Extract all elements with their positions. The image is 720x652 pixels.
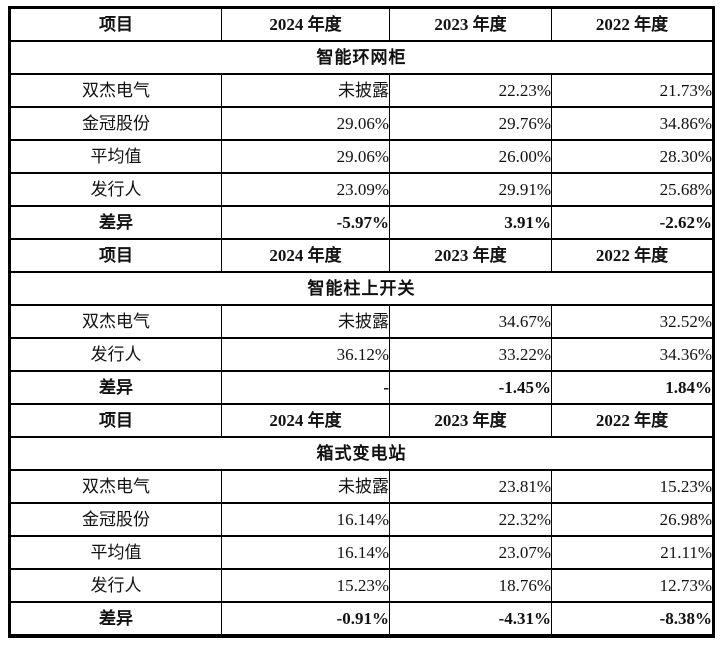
row-label: 双杰电气 xyxy=(9,73,222,108)
section-title: 智能环网柜 xyxy=(9,40,714,75)
cell-value: 22.23% xyxy=(389,73,552,108)
cell-value: -5.97% xyxy=(221,205,390,240)
cell-value: 18.76% xyxy=(389,568,552,603)
cell-value: 15.23% xyxy=(551,469,714,504)
cell-value: 25.68% xyxy=(551,172,714,207)
row-label: 双杰电气 xyxy=(9,469,222,504)
row-label: 平均值 xyxy=(9,535,222,570)
cell-value: 1.84% xyxy=(551,370,714,405)
column-header: 2022 年度 xyxy=(551,6,714,42)
cell-value: 未披露 xyxy=(221,304,390,339)
column-header: 项目 xyxy=(9,238,222,273)
row-label: 发行人 xyxy=(9,568,222,603)
table-row: 平均值 16.14% 23.07% 21.11% xyxy=(9,535,714,570)
cell-value: -4.31% xyxy=(389,601,552,637)
header-row: 项目 2024 年度 2023 年度 2022 年度 xyxy=(9,6,714,42)
cell-value: 23.81% xyxy=(389,469,552,504)
cell-value: - xyxy=(221,370,390,405)
table-row: 双杰电气 未披露 34.67% 32.52% xyxy=(9,304,714,339)
column-header: 2024 年度 xyxy=(221,403,390,438)
row-label: 双杰电气 xyxy=(9,304,222,339)
row-label: 差异 xyxy=(9,205,222,240)
column-header: 2023 年度 xyxy=(389,6,552,42)
cell-value: 29.06% xyxy=(221,106,390,141)
cell-value: 36.12% xyxy=(221,337,390,372)
cell-value: 未披露 xyxy=(221,73,390,108)
cell-value: 34.67% xyxy=(389,304,552,339)
header-row: 项目 2024 年度 2023 年度 2022 年度 xyxy=(9,403,714,438)
table-row: 金冠股份 29.06% 29.76% 34.86% xyxy=(9,106,714,141)
cell-value: 23.07% xyxy=(389,535,552,570)
section-title-row: 智能环网柜 xyxy=(9,40,714,75)
cell-value: -2.62% xyxy=(551,205,714,240)
table-row: 双杰电气 未披露 22.23% 21.73% xyxy=(9,73,714,108)
cell-value: 未披露 xyxy=(221,469,390,504)
cell-value: 26.98% xyxy=(551,502,714,537)
cell-value: 33.22% xyxy=(389,337,552,372)
column-header: 2023 年度 xyxy=(389,238,552,273)
header-row: 项目 2024 年度 2023 年度 2022 年度 xyxy=(9,238,714,273)
table-row: 差异 -0.91% -4.31% -8.38% xyxy=(9,601,714,637)
row-label: 差异 xyxy=(9,601,222,637)
cell-value: 29.06% xyxy=(221,139,390,174)
section-title: 箱式变电站 xyxy=(9,436,714,471)
cell-value: 3.91% xyxy=(389,205,552,240)
column-header: 2023 年度 xyxy=(389,403,552,438)
cell-value: -1.45% xyxy=(389,370,552,405)
cell-value: 21.73% xyxy=(551,73,714,108)
table-row: 差异 - -1.45% 1.84% xyxy=(9,370,714,405)
column-header: 2022 年度 xyxy=(551,238,714,273)
cell-value: 12.73% xyxy=(551,568,714,603)
table-row: 平均值 29.06% 26.00% 28.30% xyxy=(9,139,714,174)
cell-value: 29.91% xyxy=(389,172,552,207)
row-label: 金冠股份 xyxy=(9,502,222,537)
cell-value: 23.09% xyxy=(221,172,390,207)
row-label: 金冠股份 xyxy=(9,106,222,141)
row-label: 发行人 xyxy=(9,172,222,207)
section-title-row: 箱式变电站 xyxy=(9,436,714,471)
cell-value: 28.30% xyxy=(551,139,714,174)
section-title: 智能柱上开关 xyxy=(9,271,714,306)
column-header: 2024 年度 xyxy=(221,6,390,42)
table-row: 发行人 15.23% 18.76% 12.73% xyxy=(9,568,714,603)
table-row: 发行人 23.09% 29.91% 25.68% xyxy=(9,172,714,207)
section-title-row: 智能柱上开关 xyxy=(9,271,714,306)
row-label: 发行人 xyxy=(9,337,222,372)
table-row: 金冠股份 16.14% 22.32% 26.98% xyxy=(9,502,714,537)
cell-value: 22.32% xyxy=(389,502,552,537)
cell-value: -8.38% xyxy=(551,601,714,637)
table-row: 发行人 36.12% 33.22% 34.36% xyxy=(9,337,714,372)
column-header: 项目 xyxy=(9,403,222,438)
column-header: 项目 xyxy=(9,6,222,42)
cell-value: -0.91% xyxy=(221,601,390,637)
cell-value: 15.23% xyxy=(221,568,390,603)
cell-value: 34.86% xyxy=(551,106,714,141)
cell-value: 16.14% xyxy=(221,502,390,537)
cell-value: 16.14% xyxy=(221,535,390,570)
column-header: 2022 年度 xyxy=(551,403,714,438)
row-label: 差异 xyxy=(9,370,222,405)
comparison-table: 项目 2024 年度 2023 年度 2022 年度 智能环网柜 双杰电气 未披露 22.23… xyxy=(8,6,715,638)
cell-value: 34.36% xyxy=(551,337,714,372)
cell-value: 29.76% xyxy=(389,106,552,141)
table-row: 双杰电气 未披露 23.81% 15.23% xyxy=(9,469,714,504)
column-header: 2024 年度 xyxy=(221,238,390,273)
cell-value: 32.52% xyxy=(551,304,714,339)
row-label: 平均值 xyxy=(9,139,222,174)
cell-value: 26.00% xyxy=(389,139,552,174)
table-row: 差异 -5.97% 3.91% -2.62% xyxy=(9,205,714,240)
cell-value: 21.11% xyxy=(551,535,714,570)
